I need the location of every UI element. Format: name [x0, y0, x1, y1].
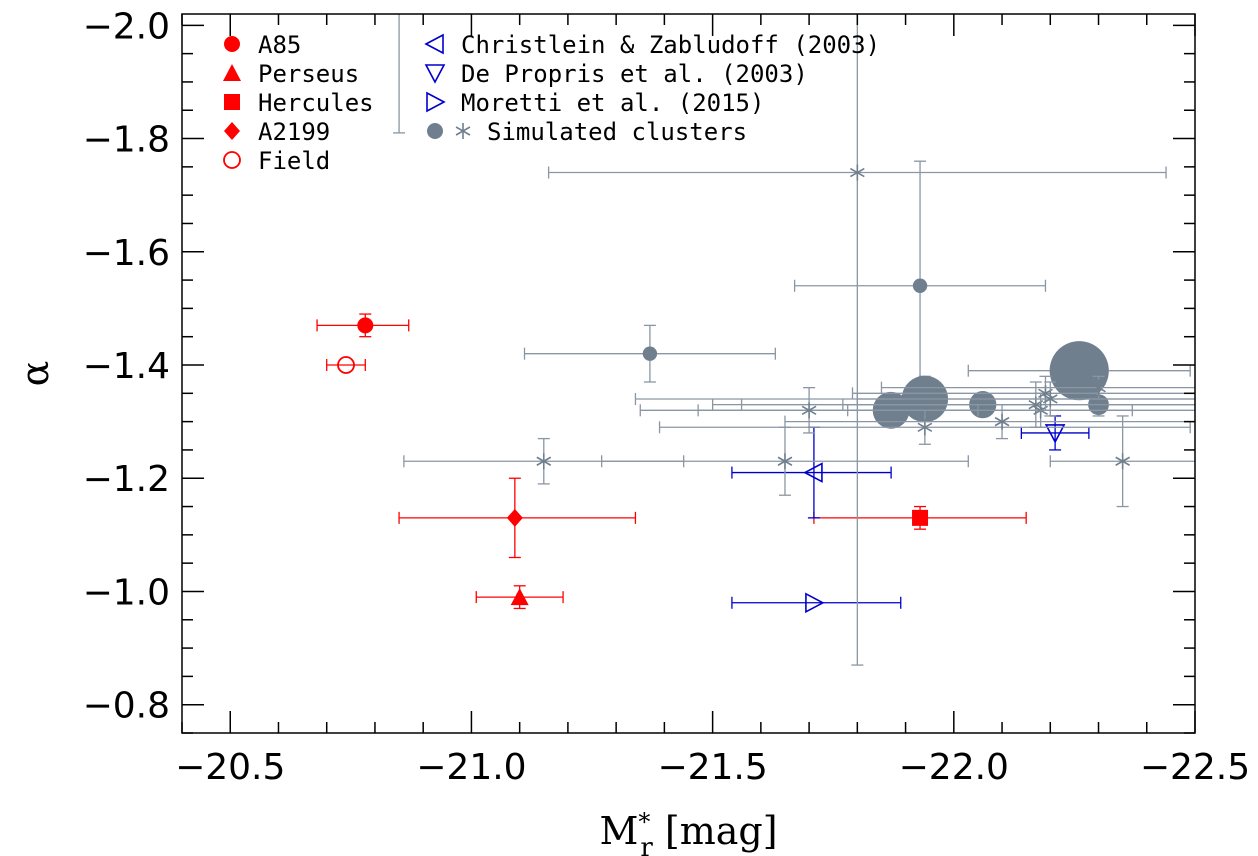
data-point [337, 356, 355, 374]
ticks-layer: −20.5 −21.0 −21.5 −22.0 −22.5 −0.8 −1.0 −1.2 −1.… [83, 6, 1251, 788]
asterisk-stroke [801, 405, 817, 415]
legend-marker [224, 122, 240, 140]
legend-label: A85 [258, 31, 301, 59]
legend-marker [223, 151, 241, 169]
data-point [357, 317, 374, 334]
data-point [912, 278, 928, 293]
x-tick-label: −22.0 [899, 747, 1009, 788]
x-axis-title: M* r [mag] [599, 808, 777, 856]
legend-label: Christlein & Zabludoff (2003) [461, 31, 880, 59]
x-tick-label: −22.5 [1140, 747, 1250, 788]
series-simulated-clusters [393, 14, 1195, 666]
data-point [1042, 390, 1058, 407]
data-point [1091, 379, 1106, 396]
y-tick-label: −1.8 [83, 120, 170, 161]
data-point [777, 453, 793, 470]
legend-marker-asterisk [455, 123, 471, 139]
asterisk-stroke [536, 456, 552, 466]
x-tick-label: −21.0 [416, 747, 526, 788]
data-point [642, 346, 658, 361]
legend-marker [424, 33, 444, 55]
legend-item: Field [223, 147, 330, 175]
asterisk-stroke [849, 167, 865, 178]
asterisk-stroke [1091, 382, 1106, 393]
legend-marker [424, 64, 446, 84]
data-point [510, 588, 529, 606]
series-a2199 [398, 477, 637, 559]
series-hercules [813, 505, 1027, 530]
y-tick-label: −0.8 [83, 686, 170, 727]
legend-label: Moretti et al. (2015) [461, 89, 764, 117]
y-tick-label: −1.2 [83, 459, 170, 500]
legend-label: A2199 [258, 118, 330, 146]
data-point [1044, 424, 1066, 444]
legend-marker [426, 91, 446, 113]
series-layer [316, 14, 1195, 666]
series-field [326, 356, 366, 374]
series-simulated-clusters [523, 160, 1195, 429]
legend-item: Simulated clusters [427, 118, 747, 146]
legend-marker [224, 94, 240, 110]
legend-item: Christlein & Zabludoff (2003) [424, 31, 880, 59]
legend-marker-circle [427, 123, 443, 139]
y-tick-label: −1.0 [83, 572, 170, 613]
y-tick-label: −1.6 [83, 233, 170, 274]
plot-frame [181, 13, 1196, 734]
asterisk-stroke [994, 416, 1010, 427]
data-point [849, 164, 865, 181]
asterisk-stroke [455, 126, 471, 136]
y-axis-title: α [13, 361, 57, 387]
asterisk-stroke [917, 422, 933, 432]
legend-label: Hercules [258, 89, 374, 117]
series-christlein-zabludoff-2003 [731, 426, 892, 519]
data-point [912, 509, 929, 526]
asterisk-stroke [777, 456, 793, 466]
data-point [805, 592, 825, 614]
legend-item: Moretti et al. (2015) [426, 89, 764, 117]
legend-label: Perseus [258, 60, 359, 88]
legend-item: A2199 [224, 118, 330, 146]
data-point [536, 453, 552, 470]
data-point [506, 508, 523, 527]
legend-label: Simulated clusters [487, 118, 747, 146]
legend-item: Hercules [224, 89, 374, 117]
asterisk-stroke [1115, 456, 1131, 466]
data-point [1115, 453, 1131, 470]
legend-item: De Propris et al. (2003) [424, 60, 808, 88]
x-tick-label: −21.5 [657, 747, 767, 788]
asterisk-stroke [1042, 394, 1058, 404]
data-point [994, 413, 1010, 430]
y-tick-label: −2.0 [83, 6, 170, 47]
legend-item: Perseus [223, 60, 359, 88]
legend-marker [224, 36, 240, 52]
data-point [1049, 341, 1109, 401]
legend-label: De Propris et al. (2003) [461, 60, 808, 88]
x-tick-label: −20.5 [175, 747, 285, 788]
series-a85 [316, 313, 410, 338]
series-moretti-et-al-2015 [731, 592, 902, 614]
series-perseus [475, 585, 564, 610]
legend-item: A85 [224, 31, 301, 59]
legend-marker [223, 64, 241, 81]
y-tick-label: −1.4 [83, 346, 170, 387]
legend-label: Field [258, 147, 330, 175]
data-point [803, 462, 823, 483]
data-point [801, 402, 817, 419]
